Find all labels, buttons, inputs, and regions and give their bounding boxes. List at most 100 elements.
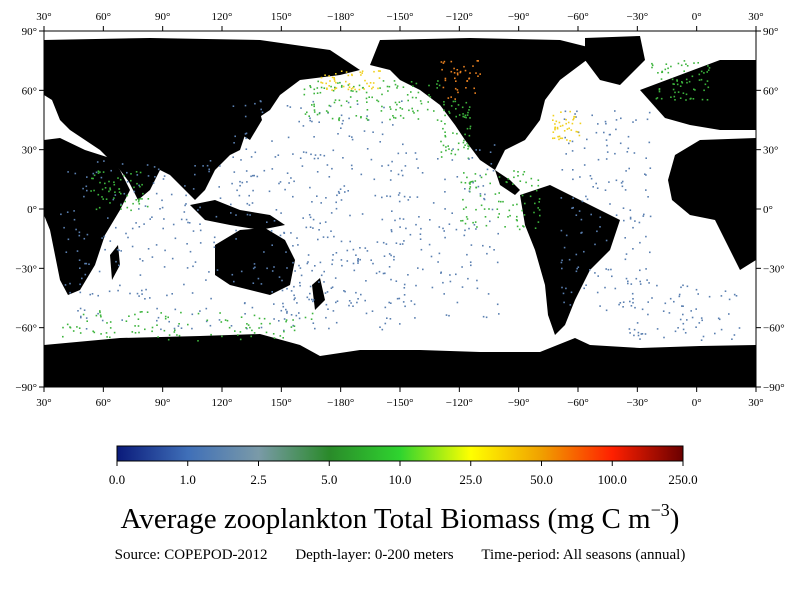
sample-point	[332, 149, 335, 152]
sample-point	[733, 334, 736, 336]
sample-point	[298, 120, 300, 123]
sample-point	[305, 151, 308, 154]
sample-point	[516, 203, 518, 206]
sample-point	[330, 212, 333, 214]
sample-point	[73, 210, 75, 212]
lat-tick-label: 30°	[763, 145, 778, 157]
sample-point	[311, 104, 313, 106]
sample-point	[489, 151, 492, 153]
sample-point	[340, 240, 343, 243]
sample-point	[313, 103, 315, 106]
sample-point	[282, 302, 284, 305]
sample-point	[415, 82, 418, 85]
sample-point	[103, 235, 106, 238]
sample-point	[658, 88, 661, 91]
sample-point	[161, 199, 163, 202]
sample-point	[398, 297, 401, 300]
sample-point	[246, 323, 248, 325]
sample-point	[465, 216, 468, 218]
sample-point	[120, 203, 122, 206]
sample-point	[184, 204, 186, 207]
sample-point	[401, 108, 404, 110]
sample-point	[728, 298, 731, 301]
sample-point	[450, 70, 453, 73]
sample-point	[346, 249, 349, 252]
sample-point	[574, 113, 576, 115]
sample-point	[213, 241, 215, 244]
sample-point	[115, 260, 117, 263]
sample-point	[109, 202, 111, 204]
lon-tick-label: −120°	[446, 397, 473, 409]
sample-point	[320, 202, 322, 204]
sample-point	[300, 274, 303, 277]
sample-point	[210, 333, 212, 336]
sample-point	[126, 194, 129, 197]
sample-point	[199, 310, 201, 312]
sample-point	[398, 101, 401, 103]
sample-point	[451, 212, 453, 214]
sample-point	[197, 340, 199, 342]
sample-point	[379, 141, 381, 143]
sample-point	[399, 217, 401, 220]
sample-point	[209, 160, 212, 162]
sample-point	[172, 223, 175, 226]
sample-point	[356, 103, 359, 105]
sample-point	[370, 259, 372, 261]
sample-point	[96, 161, 99, 163]
sample-point	[79, 332, 82, 334]
sample-point	[233, 171, 236, 173]
sample-point	[656, 284, 658, 287]
sample-point	[364, 79, 366, 82]
sample-point	[444, 77, 447, 80]
sample-point	[144, 298, 146, 300]
sample-point	[253, 314, 256, 317]
sample-point	[554, 128, 556, 131]
sample-point	[442, 62, 445, 64]
sample-point	[166, 294, 168, 297]
sample-point	[273, 337, 276, 339]
sample-point	[194, 173, 196, 176]
sample-point	[66, 211, 69, 213]
sample-point	[314, 154, 317, 156]
sample-point	[93, 331, 96, 334]
sample-point	[97, 172, 100, 174]
sample-point	[327, 111, 329, 114]
sample-point	[651, 62, 653, 65]
sample-point	[359, 258, 361, 261]
sample-point	[414, 317, 416, 319]
sample-point	[496, 261, 499, 264]
sample-point	[645, 157, 647, 159]
sample-point	[468, 190, 471, 193]
sample-point	[466, 218, 469, 220]
sample-point	[307, 254, 310, 256]
sample-point	[456, 69, 459, 71]
sample-point	[91, 293, 94, 295]
sample-point	[570, 291, 573, 294]
sample-point	[676, 80, 678, 82]
sample-point	[277, 154, 280, 156]
sample-point	[576, 110, 578, 113]
sample-point	[317, 238, 319, 241]
sample-point	[99, 310, 101, 312]
sample-point	[350, 88, 353, 90]
sample-point	[75, 228, 77, 231]
sample-point	[286, 267, 288, 269]
sample-point	[352, 262, 355, 265]
sample-point	[427, 101, 429, 103]
sample-point	[563, 301, 565, 304]
sample-point	[578, 134, 581, 137]
sample-point	[239, 180, 241, 183]
sample-point	[378, 270, 381, 273]
sample-point	[597, 123, 599, 125]
sample-point	[621, 185, 624, 188]
sample-point	[396, 297, 399, 300]
sample-point	[340, 127, 342, 129]
sample-point	[464, 229, 466, 232]
sample-point	[557, 135, 559, 138]
sample-point	[92, 177, 94, 180]
sample-point	[163, 266, 166, 268]
depth-layer-text: Depth-layer: 0-200 meters	[295, 547, 454, 563]
sample-point	[531, 184, 533, 187]
sample-point	[309, 285, 312, 288]
